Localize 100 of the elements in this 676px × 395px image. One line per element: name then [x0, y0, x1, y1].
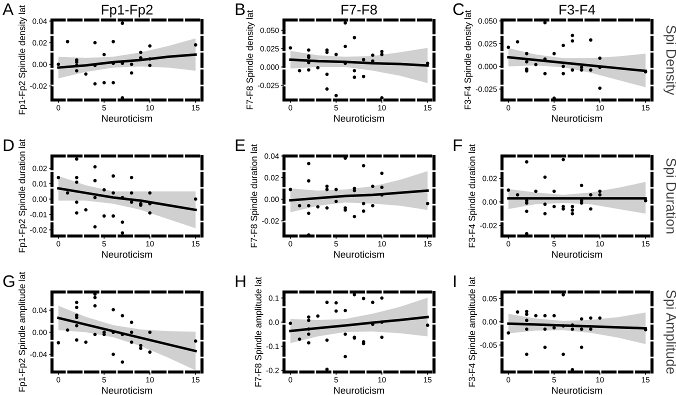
- point: [552, 314, 556, 318]
- point: [580, 201, 584, 205]
- x-axis-title: Neuroticism: [334, 386, 384, 394]
- point: [306, 204, 310, 208]
- point: [139, 344, 142, 348]
- text: E: [236, 139, 245, 151]
- point: [344, 354, 347, 358]
- point: [589, 68, 592, 72]
- text: F: [454, 139, 462, 151]
- point: [130, 320, 134, 324]
- point: [306, 48, 310, 52]
- text: G: [3, 275, 14, 288]
- point: [352, 214, 356, 218]
- point: [524, 60, 528, 64]
- point: [66, 40, 70, 44]
- text: D: [4, 139, 14, 151]
- text: Spi Amplitude: [664, 290, 676, 374]
- y-axis-title: F7-F8 Spindle density lat: [246, 10, 255, 110]
- point: [506, 188, 510, 192]
- point: [589, 207, 592, 211]
- x-axis-title: Neuroticism: [102, 386, 152, 394]
- point: [112, 191, 115, 195]
- point: [534, 190, 538, 193]
- point: [288, 46, 292, 50]
- point: [306, 162, 310, 166]
- point: [130, 340, 134, 344]
- point: [334, 301, 338, 305]
- point: [130, 191, 134, 195]
- point: [371, 184, 374, 188]
- point: [380, 296, 384, 300]
- point: [102, 188, 106, 192]
- point: [334, 94, 338, 98]
- point: [380, 336, 384, 339]
- point: [93, 178, 97, 182]
- point: [570, 39, 574, 43]
- point: [93, 165, 97, 168]
- y-axis-title: F3-F4 Spindle density lat: [464, 10, 473, 110]
- point: [148, 64, 152, 68]
- point: [288, 188, 292, 192]
- point: [325, 338, 329, 342]
- point: [562, 324, 565, 328]
- point: [371, 54, 374, 57]
- point: [194, 43, 198, 47]
- point: [570, 208, 574, 212]
- point: [74, 316, 78, 320]
- point: [543, 202, 547, 206]
- point: [325, 300, 329, 304]
- point: [139, 346, 142, 350]
- point: [316, 66, 320, 70]
- point: [352, 36, 356, 40]
- point: [306, 179, 310, 183]
- point: [524, 318, 528, 322]
- point: [298, 338, 302, 341]
- point: [524, 352, 528, 356]
- x-axis-title: Neuroticism: [102, 114, 152, 122]
- point: [562, 352, 565, 356]
- point: [371, 300, 374, 304]
- point: [562, 64, 565, 68]
- point: [148, 211, 152, 215]
- point: [344, 332, 347, 336]
- chart-title: F3-F4: [560, 4, 596, 15]
- point: [380, 186, 384, 190]
- point: [371, 204, 374, 208]
- point: [56, 62, 60, 66]
- point: [334, 200, 338, 204]
- text: B: [236, 3, 245, 15]
- point: [306, 318, 310, 322]
- point: [543, 72, 547, 76]
- point: [362, 58, 366, 62]
- x-axis-title: Neuroticism: [334, 250, 384, 258]
- y-axis-title: F7-F8 Spindle duration lat: [250, 144, 259, 248]
- point: [148, 330, 152, 334]
- point: [562, 44, 565, 48]
- point: [344, 308, 347, 312]
- point: [570, 212, 574, 216]
- point: [306, 332, 310, 336]
- point: [325, 72, 329, 76]
- text: C: [453, 3, 464, 16]
- point: [362, 209, 366, 213]
- point: [552, 326, 556, 330]
- point: [288, 322, 292, 326]
- point: [306, 212, 310, 215]
- point: [325, 184, 329, 188]
- x-axis-title: Neuroticism: [102, 250, 152, 258]
- point: [93, 304, 97, 308]
- point: [194, 197, 198, 201]
- point: [102, 81, 106, 84]
- point: [334, 188, 338, 192]
- point: [74, 64, 78, 68]
- point: [352, 68, 356, 72]
- point: [644, 70, 648, 74]
- point: [426, 324, 430, 327]
- point: [543, 175, 547, 179]
- point: [316, 314, 320, 318]
- point: [148, 44, 152, 48]
- line-series: [289, 316, 429, 332]
- point: [84, 72, 88, 76]
- point: [426, 62, 430, 66]
- point: [644, 328, 648, 332]
- point: [93, 41, 97, 44]
